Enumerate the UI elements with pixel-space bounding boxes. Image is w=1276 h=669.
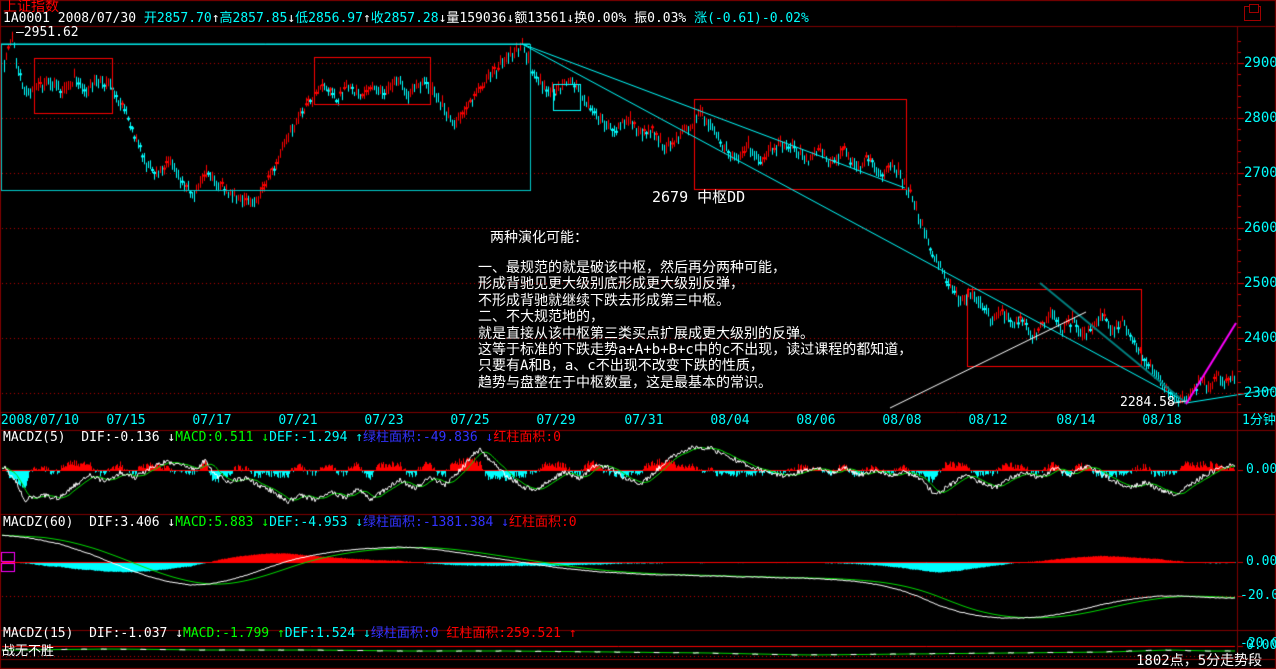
indicator-header-segment: ↓ xyxy=(175,626,184,641)
indicator-header-segment: 红柱面积:0 xyxy=(493,430,561,445)
indicator-header-segment: ↓ xyxy=(167,430,176,445)
date-label: 07/31 xyxy=(624,413,664,428)
date-label: 07/25 xyxy=(450,413,490,428)
indicator-header-segment: MACDZ(15) DIF:-1.037 xyxy=(3,626,176,641)
date-label: 07/17 xyxy=(192,413,232,428)
info-segment: ↑ xyxy=(362,11,371,26)
indicator-header-segment: MACDZ(5) DIF:-0.136 xyxy=(3,430,168,445)
window-restore-icon-inner xyxy=(1249,4,1259,13)
quote-info-bar: 1A0001 2008/07/30 开2857.70↑高2857.85↓低285… xyxy=(3,12,809,26)
info-segment: 开2857.70 xyxy=(143,11,212,26)
date-label: 08/04 xyxy=(710,413,750,428)
indicator-header-segment: ↓ xyxy=(167,515,176,530)
info-segment: 涨(-0.61)-0.02% xyxy=(694,11,809,26)
price-tick-label: 2600.0 xyxy=(1244,220,1276,236)
info-segment: 振0.03% xyxy=(634,11,695,26)
date-label: 07/23 xyxy=(364,413,404,428)
indicator-header-segment: ↓ xyxy=(261,430,270,445)
indicator-header-segment: 绿柱面积:0 xyxy=(370,626,447,641)
indicator-header-segment: DEF:-4.953 xyxy=(269,515,356,530)
info-segment: 低2856.97 xyxy=(295,11,363,26)
info-segment: ↑ xyxy=(211,11,220,26)
indicator-header-segment: ↑ xyxy=(355,430,364,445)
date-label: 07/21 xyxy=(278,413,318,428)
panel-axis-label: 0.00 xyxy=(1246,462,1276,477)
indicator-header-segment: ↑ xyxy=(568,626,577,641)
status-left-label: 战无不胜 xyxy=(2,644,55,659)
indicator-header-segment: ↓ xyxy=(355,515,364,530)
low-price-label: 2284.58 xyxy=(1120,395,1175,410)
date-label: 08/18 xyxy=(1142,413,1182,428)
high-price-label: —2951.62 xyxy=(16,25,79,40)
indicator-header-segment: 绿柱面积:-49.836 xyxy=(363,430,486,445)
indicator-header-segment: 红柱面积:259.521 xyxy=(446,626,569,641)
price-tick-label: 2700.0 xyxy=(1244,165,1276,181)
info-segment: 量159036 xyxy=(446,11,507,26)
indicator-header-1: MACDZ(5) DIF:-0.136 ↓MACD:0.511 ↓DEF:-1.… xyxy=(3,431,561,445)
info-segment: ↓ xyxy=(566,11,575,26)
indicator-header-segment: MACDZ(60) DIF:3.406 xyxy=(3,515,168,530)
indicator-header-segment: 绿柱面积:-1381.384 xyxy=(363,515,502,530)
date-label: 07/29 xyxy=(536,413,576,428)
date-label: 2008/07/10 xyxy=(0,413,80,428)
window-restore-icon[interactable] xyxy=(1244,4,1261,21)
panel-axis-label: 0.00 xyxy=(1246,554,1276,569)
panel-axis-label: -20.00 xyxy=(1240,588,1276,603)
indicator-header-segment: DEF:-1.294 xyxy=(269,430,356,445)
indicator-header-segment: ↓ xyxy=(501,515,509,530)
indicator-header-segment: MACD:0.511 xyxy=(175,430,262,445)
info-segment: ↓ xyxy=(438,11,447,26)
date-label: 07/15 xyxy=(106,413,146,428)
annotation-heading: 两种演化可能： xyxy=(490,230,588,246)
period-label[interactable]: 1分钟 xyxy=(1242,413,1276,428)
price-tick-label: 2300.0 xyxy=(1244,385,1276,401)
date-label: 08/08 xyxy=(882,413,922,428)
price-tick-label: 2500.0 xyxy=(1244,275,1276,291)
annotation-paragraph: 一、最规范的就是破该中枢，然后再分两种可能， 形成背驰见更大级别底形成更大级别反… xyxy=(478,260,913,391)
panel-axis-label: -20.00 xyxy=(1240,636,1276,651)
indicator-header-segment: ↓ xyxy=(363,626,371,641)
date-label: 08/12 xyxy=(968,413,1008,428)
price-tick-label: 2400.0 xyxy=(1244,330,1276,346)
panel-axis-label: 0.00 xyxy=(1246,638,1276,653)
indicator-header-segment: MACD:5.883 xyxy=(175,515,262,530)
info-segment: 收2857.28 xyxy=(370,11,439,26)
date-label: 08/06 xyxy=(796,413,836,428)
info-segment: ↓ xyxy=(287,11,296,26)
info-segment: 1A0001 2008/07/30 xyxy=(3,11,144,26)
indicator-header-segment: DEF:1.524 xyxy=(284,626,364,641)
pivot-label: 2679 中枢DD xyxy=(652,188,746,206)
info-segment: ↓ xyxy=(506,11,515,26)
date-label: 08/14 xyxy=(1056,413,1096,428)
info-segment: 高2857.85 xyxy=(219,11,288,26)
indicator-header-3: MACDZ(15) DIF:-1.037 ↓MACD:-1.799 ↑DEF:1… xyxy=(3,627,577,641)
price-tick-label: 2800.0 xyxy=(1244,110,1276,126)
info-segment: 额13561 xyxy=(514,11,567,26)
info-segment: 换0.00% xyxy=(574,11,635,26)
indicator-header-segment: MACD:-1.799 xyxy=(183,626,277,641)
indicator-header-segment: ↓ xyxy=(261,515,270,530)
indicator-header-segment: ↑ xyxy=(276,626,285,641)
indicator-header-2: MACDZ(60) DIF:3.406 ↓MACD:5.883 ↓DEF:-4.… xyxy=(3,516,577,530)
page-title: 上证指数 xyxy=(3,0,59,15)
indicator-header-segment: 红柱面积:0 xyxy=(508,515,577,530)
price-tick-label: 2900.0 xyxy=(1244,55,1276,71)
indicator-header-segment: ↓ xyxy=(485,430,494,445)
status-right-label: 1802点，5分走势段 xyxy=(1136,653,1263,669)
